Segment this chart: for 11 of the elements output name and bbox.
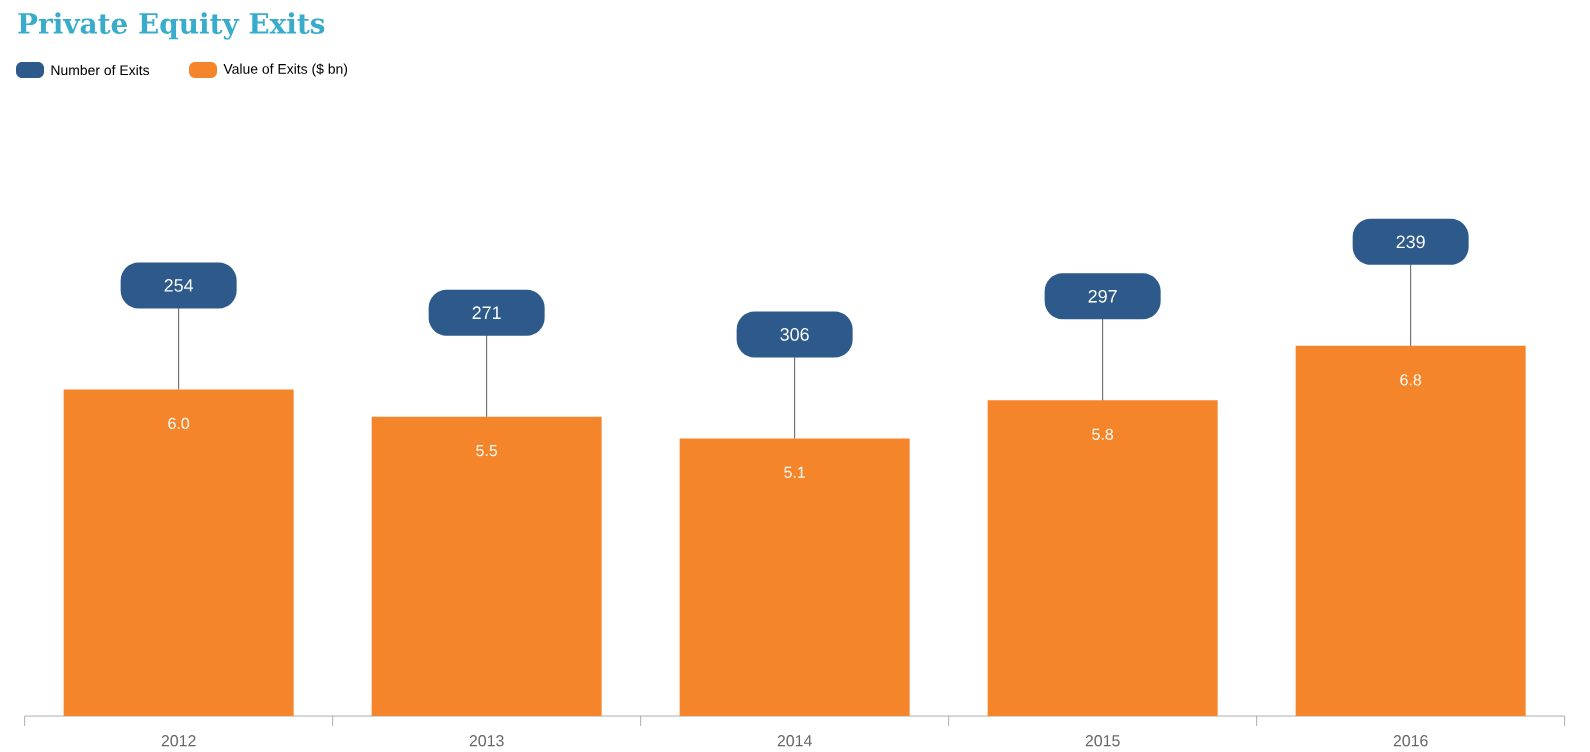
annotation: 306 [780, 328, 809, 341]
bar [371, 416, 602, 717]
annotation: 297 [1088, 289, 1117, 303]
annotation: 254 [164, 279, 194, 292]
bar [63, 389, 294, 717]
chart-title: Private Equity Exits [18, 12, 325, 40]
bar [987, 400, 1218, 717]
bar [679, 438, 910, 717]
bar [1295, 345, 1526, 717]
annotation: 239 [1396, 235, 1425, 249]
annotation: 271 [472, 306, 501, 319]
